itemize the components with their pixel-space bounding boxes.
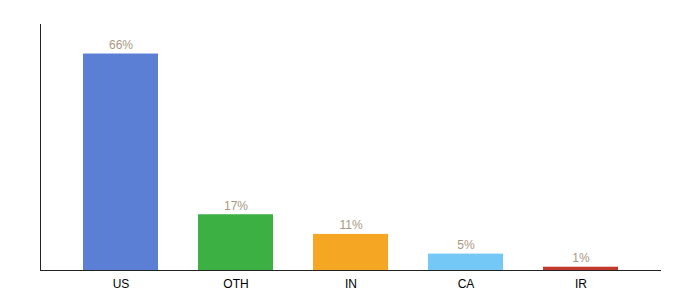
svg-text:5%: 5% [457, 238, 475, 252]
svg-text:OTH: OTH [223, 277, 248, 291]
svg-text:17%: 17% [224, 199, 248, 213]
svg-text:IR: IR [575, 277, 587, 291]
svg-text:11%: 11% [339, 218, 362, 232]
svg-text:US: US [113, 277, 130, 291]
svg-text:66%: 66% [109, 38, 133, 52]
svg-text:1%: 1% [572, 251, 590, 265]
svg-text:CA: CA [458, 277, 475, 291]
svg-text:IN: IN [345, 277, 357, 291]
